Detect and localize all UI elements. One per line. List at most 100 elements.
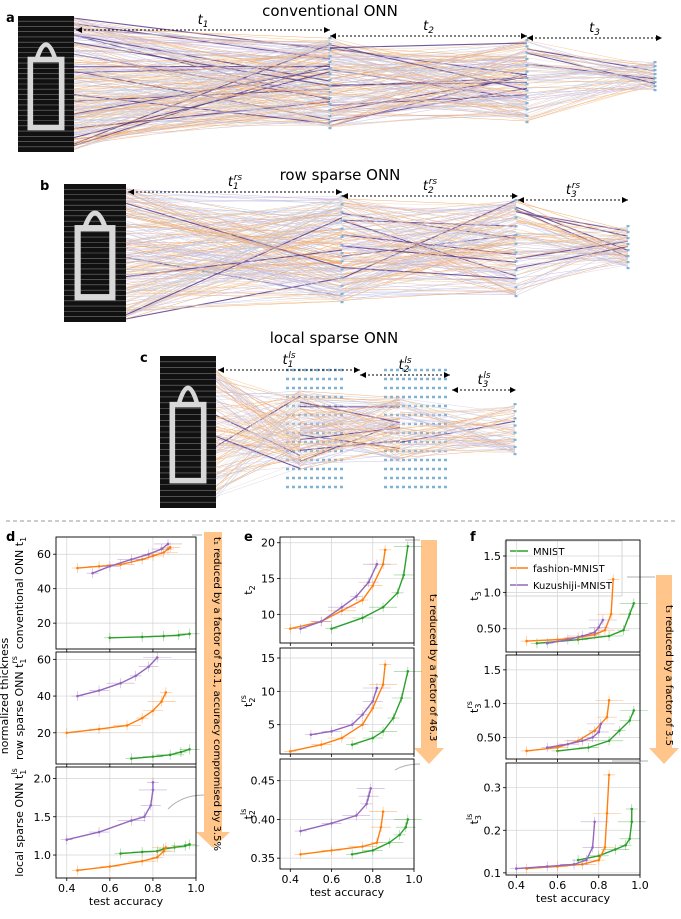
- neuron-dot: [514, 242, 518, 245]
- connection-line: [73, 116, 331, 143]
- connection-line: [215, 409, 301, 463]
- connection-line: [215, 392, 301, 496]
- y-tick-label: 1.0: [484, 586, 502, 599]
- y-tick-label: 1.5: [484, 664, 502, 677]
- data-point: [371, 584, 375, 588]
- series-line-mnist: [578, 808, 633, 861]
- connection-line: [73, 67, 331, 116]
- connection-line: [526, 87, 656, 99]
- data-point: [140, 635, 144, 639]
- connection-line: [125, 223, 343, 235]
- arrowhead: [527, 35, 533, 41]
- connection-line: [73, 19, 331, 89]
- connection-line: [341, 288, 517, 293]
- neuron-dot: [525, 64, 529, 67]
- connection-line: [299, 433, 401, 466]
- connection-line: [515, 220, 629, 234]
- connection-line: [399, 407, 516, 438]
- connection-line: [329, 55, 528, 110]
- connection-line: [399, 397, 516, 454]
- panel-letter-a: a: [6, 11, 15, 26]
- connection-line: [73, 46, 331, 117]
- connection-line: [299, 427, 401, 458]
- connection-line: [515, 259, 629, 291]
- series-line-mnist: [351, 671, 409, 746]
- connection-line: [125, 292, 343, 301]
- thickness-label-b-t2: t2rs: [423, 177, 438, 196]
- connection-line: [399, 417, 516, 440]
- data-point: [371, 736, 375, 740]
- connection-line: [329, 57, 528, 85]
- data-point: [140, 850, 144, 854]
- connection-line: [125, 223, 343, 256]
- connection-line: [341, 224, 517, 292]
- subplot-d2: 20 40 60 row sparse ONN t1rs: [10, 651, 200, 767]
- connection-line: [125, 196, 343, 237]
- neuron-dot: [340, 301, 344, 304]
- subplot-f1: 0.50 1.0 1.5 t3: [468, 539, 648, 655]
- data-point: [289, 750, 292, 753]
- y-tick-label: 15: [261, 573, 275, 586]
- connection-line: [215, 414, 301, 418]
- data-point: [147, 552, 150, 556]
- series-line-kuzushiji-mnist: [310, 687, 378, 736]
- data-point: [591, 736, 594, 739]
- connection-line: [299, 422, 401, 449]
- connection-line: [299, 405, 401, 427]
- y-tick-label: 0.45: [251, 775, 276, 788]
- connection-line: [526, 40, 656, 67]
- connection-line: [125, 233, 343, 281]
- connection-line: [341, 224, 517, 298]
- data-point: [607, 698, 611, 702]
- data-point: [566, 742, 570, 746]
- connection-line: [399, 424, 516, 428]
- connection-line: [515, 250, 629, 256]
- connection-line: [125, 202, 343, 251]
- connection-line: [515, 246, 629, 296]
- connection-line: [526, 73, 656, 96]
- connection-line: [329, 53, 528, 67]
- connection-line: [299, 393, 401, 400]
- neuron-dot: [513, 431, 517, 434]
- connection-line: [329, 95, 528, 119]
- connector-d-lower: [167, 794, 205, 810]
- series-line-kuzushiji-mnist: [300, 563, 378, 630]
- connection-line: [125, 214, 343, 295]
- neuron-dot: [626, 237, 630, 240]
- connection-line: [299, 453, 401, 458]
- connection-line: [329, 74, 528, 95]
- data-point: [164, 691, 168, 694]
- data-point: [580, 634, 584, 638]
- y-axis-label: conventional ONN t1: [13, 537, 28, 649]
- panel-letter-f: f: [470, 530, 476, 545]
- neuron-dot: [340, 227, 344, 230]
- arrowhead: [360, 372, 366, 378]
- connection-line: [329, 80, 528, 88]
- connection-line: [329, 60, 528, 85]
- data-point: [188, 843, 191, 846]
- connection-line: [125, 220, 343, 317]
- connection-line: [299, 404, 401, 415]
- neuron-dot: [340, 292, 344, 296]
- connection-line: [125, 300, 343, 309]
- connection-line: [341, 245, 517, 263]
- connection-line: [329, 52, 528, 79]
- connection-line: [215, 429, 301, 446]
- data-point: [400, 696, 403, 700]
- connection-line: [341, 283, 517, 294]
- connection-line: [125, 287, 343, 298]
- connection-line: [299, 399, 401, 423]
- data-point: [108, 636, 112, 640]
- data-point: [354, 595, 358, 598]
- connection-line: [329, 66, 528, 71]
- connection-line: [526, 75, 656, 121]
- connection-line: [341, 202, 517, 207]
- data-point: [119, 852, 122, 855]
- connection-line: [73, 34, 331, 82]
- panel-letter-b: b: [40, 179, 49, 194]
- connection-line: [399, 399, 516, 423]
- connection-line: [73, 59, 331, 93]
- connection-line: [515, 200, 629, 259]
- data-point: [155, 856, 159, 859]
- connection-line: [215, 425, 301, 459]
